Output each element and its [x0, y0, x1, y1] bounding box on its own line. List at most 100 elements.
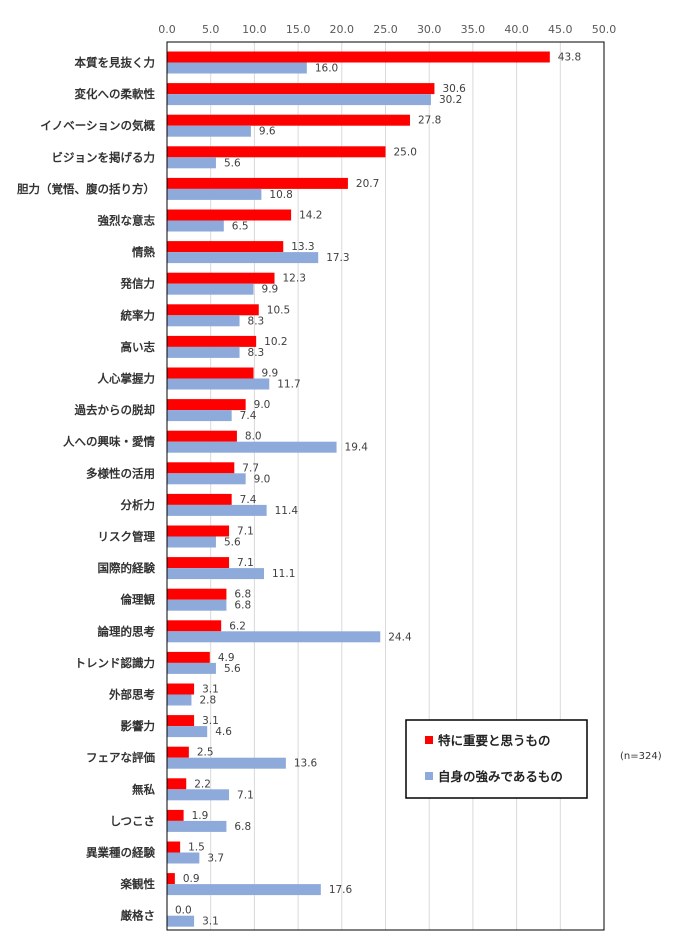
bar-strength [167, 599, 227, 611]
bar-strength [167, 125, 251, 137]
legend: 特に重要と思うもの 自身の強みであるもの [405, 719, 588, 799]
data-label: 10.5 [267, 304, 290, 316]
data-label: 6.8 [234, 589, 251, 601]
data-label: 7.1 [237, 557, 254, 569]
x-tick-label: 30.0 [417, 23, 442, 36]
bar-strength [167, 757, 286, 769]
bar-important [167, 809, 184, 821]
data-label: 7.4 [240, 410, 257, 422]
data-label: 9.0 [254, 399, 271, 411]
bar-important [167, 715, 195, 727]
bar-important [167, 241, 284, 253]
bar-important [167, 177, 348, 189]
x-tick-label: 40.0 [504, 23, 529, 36]
bar-important [167, 83, 435, 95]
bar-strength [167, 315, 240, 327]
category-label: 強烈な意志 [98, 214, 156, 228]
data-label: 6.8 [234, 821, 251, 833]
data-label: 10.8 [269, 189, 292, 201]
bar-strength [167, 820, 227, 832]
data-label: 3.1 [202, 715, 219, 727]
legend-label-series-2: 自身の強みであるもの [438, 769, 563, 784]
data-label: 17.6 [329, 884, 353, 896]
data-label: 4.6 [215, 726, 232, 738]
bar-important [167, 51, 550, 63]
data-label: 17.3 [326, 252, 349, 264]
x-axis-ticks: 0.0 5.0 10.0 15.0 20.0 25.0 30.0 35.0 40.0 45.0 50… [158, 23, 616, 36]
bar-strength [167, 536, 216, 548]
category-label: 多様性の活用 [86, 466, 155, 480]
bar-important [167, 272, 275, 284]
x-tick-label: 50.0 [592, 23, 617, 36]
bar-strength [167, 441, 337, 453]
data-label: 1.9 [192, 810, 209, 822]
category-label: 人心掌握力 [98, 372, 156, 386]
bar-important [167, 399, 246, 411]
bar-important [167, 620, 222, 632]
bars: 43.8 16.0 30.630.2 27.8 9.6 25.0 5.6 20.7 10.8 14… [167, 51, 581, 928]
x-tick-label: 10.0 [242, 23, 267, 36]
data-label: 24.4 [388, 631, 412, 643]
bar-important [167, 557, 230, 569]
category-label: 倫理観 [121, 593, 156, 607]
bar-strength [167, 789, 230, 801]
x-tick-label: 15.0 [286, 23, 311, 36]
bar-important [167, 651, 210, 663]
x-tick-label: 20.0 [330, 23, 355, 36]
bar-important [167, 588, 227, 600]
plot-frame [166, 41, 605, 931]
bar-strength [167, 410, 232, 422]
bar-strength [167, 852, 200, 864]
bar-strength [167, 188, 262, 200]
category-label: フェアな評価 [86, 751, 155, 765]
category-label: 論理的思考 [98, 624, 156, 638]
x-tick-label: 25.0 [373, 23, 398, 36]
category-label: 情熱 [131, 245, 155, 259]
data-label: 4.9 [218, 652, 235, 664]
bar-strength [167, 346, 240, 358]
x-tick-label: 45.0 [548, 23, 573, 36]
data-label: 1.5 [188, 842, 205, 854]
bar-strength [167, 662, 216, 674]
data-label: 2.5 [197, 747, 214, 759]
data-label: 30.6 [442, 83, 466, 95]
category-label: 統率力 [121, 308, 156, 322]
bar-important [167, 209, 292, 221]
category-label: 人への興味・愛情 [63, 435, 155, 449]
bar-strength [167, 694, 192, 706]
sample-size-note: (n=324) [620, 751, 662, 762]
data-label: 20.7 [356, 178, 379, 190]
category-label: しつこさ [110, 814, 155, 828]
bar-strength [167, 94, 431, 106]
data-label: 11.4 [275, 505, 299, 517]
category-label: 胆力（覚悟、腹の括り方） [17, 182, 155, 196]
bar-strength [167, 473, 246, 485]
category-label: 異業種の経験 [86, 846, 155, 860]
category-label: 高い志 [121, 340, 156, 354]
bar-strength [167, 884, 321, 896]
bar-strength [167, 568, 265, 580]
category-label: 分析力 [121, 498, 156, 512]
data-label: 7.1 [237, 526, 254, 538]
data-label: 9.6 [259, 126, 276, 138]
data-label: 7.4 [240, 494, 257, 506]
bar-important [167, 430, 237, 442]
bar-important [167, 841, 181, 853]
category-label: 無私 [132, 782, 155, 796]
data-label: 19.4 [345, 442, 369, 454]
data-label: 11.1 [272, 568, 295, 580]
data-label: 2.2 [194, 778, 211, 790]
category-label: 影響力 [121, 719, 156, 733]
category-label: 本質を見抜く力 [75, 56, 156, 70]
data-label: 7.7 [242, 462, 259, 474]
bar-important [167, 683, 195, 695]
data-label: 25.0 [394, 146, 417, 158]
data-label: 3.1 [202, 684, 219, 696]
bar-important [167, 746, 189, 758]
category-label: トレンド認識力 [75, 656, 156, 670]
data-label: 8.3 [248, 347, 265, 359]
legend-box [405, 719, 588, 799]
bar-important [167, 367, 254, 379]
data-label: 14.2 [299, 210, 322, 222]
bar-strength [167, 631, 381, 643]
